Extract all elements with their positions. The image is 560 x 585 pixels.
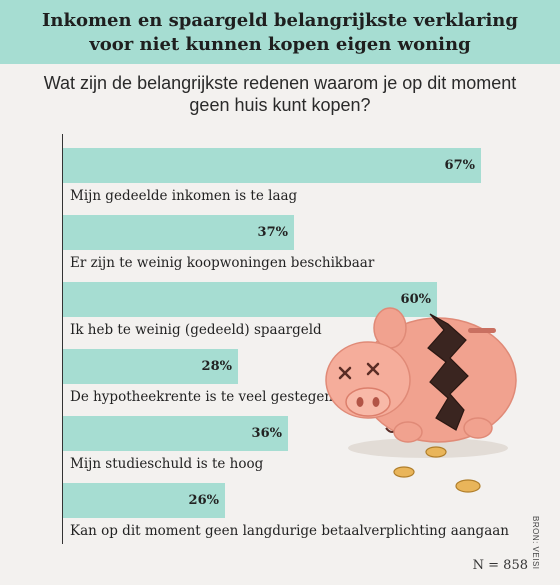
survey-question-line-1: Wat zijn de belangrijkste redenen waarom…: [43, 73, 517, 93]
survey-question-line-2: geen huis kunt kopen?: [189, 95, 371, 115]
coin-3: [455, 479, 481, 493]
piggy-eye-right: [366, 362, 380, 376]
category-label: De hypotheekrente is te veel gestegen: [70, 389, 334, 405]
category-label: Mijn studieschuld is te hoog: [70, 456, 264, 472]
source-credit: BRON: VEISI: [531, 516, 540, 570]
piggy-coin-slot: [468, 328, 496, 333]
broken-piggy-bank-illustration: [325, 307, 517, 493]
bar-value-label: 37%: [257, 225, 288, 240]
bar: [63, 148, 481, 183]
category-label: Mijn gedeelde inkomen is te laag: [70, 188, 298, 204]
title-banner: Inkomen en spaargeld belangrijkste verkl…: [0, 0, 560, 64]
coin-1: [393, 466, 415, 478]
chart-title-line-2: voor niet kunnen kopen eigen woning: [89, 34, 471, 55]
piggy-leg-back: [463, 417, 493, 439]
bar-value-label: 28%: [201, 359, 232, 374]
bar: [63, 282, 437, 317]
sample-size: N = 858: [472, 558, 528, 573]
bar-value-label: 60%: [400, 292, 431, 307]
category-axis-line: [62, 134, 63, 544]
coin-2: [425, 446, 447, 458]
bar-value-label: 26%: [188, 493, 219, 508]
bar-value-label: 36%: [251, 426, 282, 441]
bar: [63, 215, 294, 250]
piggy-eye-left: [338, 366, 352, 380]
chart-title-line-1: Inkomen en spaargeld belangrijkste verkl…: [42, 10, 518, 31]
piggy-snout: [345, 387, 391, 417]
bar-value-label: 67%: [444, 158, 475, 173]
category-label: Er zijn te weinig koopwoningen beschikba…: [70, 255, 375, 271]
chart-title: Inkomen en spaargeld belangrijkste verkl…: [0, 9, 560, 57]
survey-question: Wat zijn de belangrijkste redenen waarom…: [0, 72, 560, 116]
bar: [63, 416, 288, 451]
category-label: Ik heb te weinig (gedeeld) spaargeld: [70, 322, 322, 338]
piggy-nostril-right: [372, 397, 380, 407]
bar: [63, 483, 225, 518]
piggy-leg-front: [393, 421, 423, 443]
piggy-nostril-left: [356, 397, 364, 407]
piggy-crack: [427, 313, 469, 431]
category-label: Kan op dit moment geen langdurige betaal…: [70, 523, 509, 539]
piggy-shadow: [348, 438, 508, 458]
piggy-ear: [373, 307, 407, 349]
bar: [63, 349, 238, 384]
